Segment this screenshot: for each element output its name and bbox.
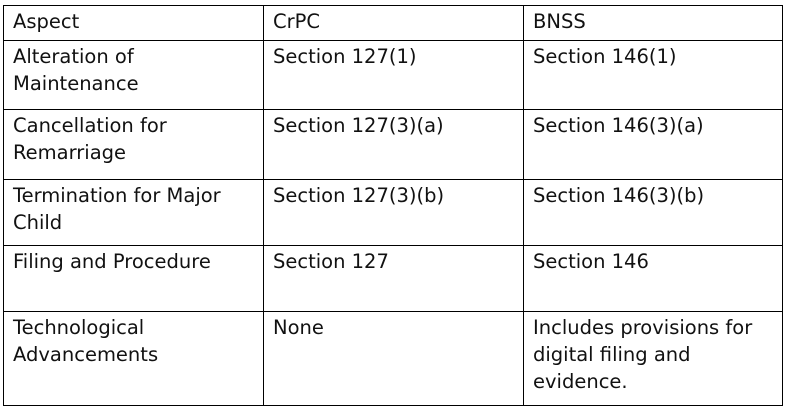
crpc-cell: Section 127 — [263, 245, 524, 312]
table-row: Alteration of Maintenance Section 127(1)… — [3, 40, 783, 110]
bnss-cell: Section 146(1) — [523, 40, 783, 110]
table-row: Termination for Major Child Section 127(… — [3, 179, 783, 246]
aspect-cell: Alteration of Maintenance — [3, 40, 264, 110]
table-row: Technological Advancements None Includes… — [3, 311, 783, 406]
aspect-cell: Technological Advancements — [3, 311, 264, 406]
header-row: Aspect CrPC BNSS — [3, 5, 783, 41]
header-cell-crpc: CrPC — [263, 5, 524, 41]
table-row: Filing and Procedure Section 127 Section… — [3, 245, 783, 312]
aspect-cell: Cancellation for Remarriage — [3, 109, 264, 180]
aspect-cell: Filing and Procedure — [3, 245, 264, 312]
aspect-cell: Termination for Major Child — [3, 179, 264, 246]
header-cell-bnss: BNSS — [523, 5, 783, 41]
bnss-cell: Section 146(3)(a) — [523, 109, 783, 180]
bnss-cell: Section 146(3)(b) — [523, 179, 783, 246]
crpc-cell: Section 127(1) — [263, 40, 524, 110]
header-cell-aspect: Aspect — [3, 5, 264, 41]
bnss-cell: Includes provisions for digital filing a… — [523, 311, 783, 406]
bnss-cell: Section 146 — [523, 245, 783, 312]
comparison-table: Aspect CrPC BNSS Alteration of Maintenan… — [3, 5, 783, 406]
crpc-cell: Section 127(3)(a) — [263, 109, 524, 180]
table-row: Cancellation for Remarriage Section 127(… — [3, 109, 783, 180]
crpc-cell: Section 127(3)(b) — [263, 179, 524, 246]
crpc-cell: None — [263, 311, 524, 406]
